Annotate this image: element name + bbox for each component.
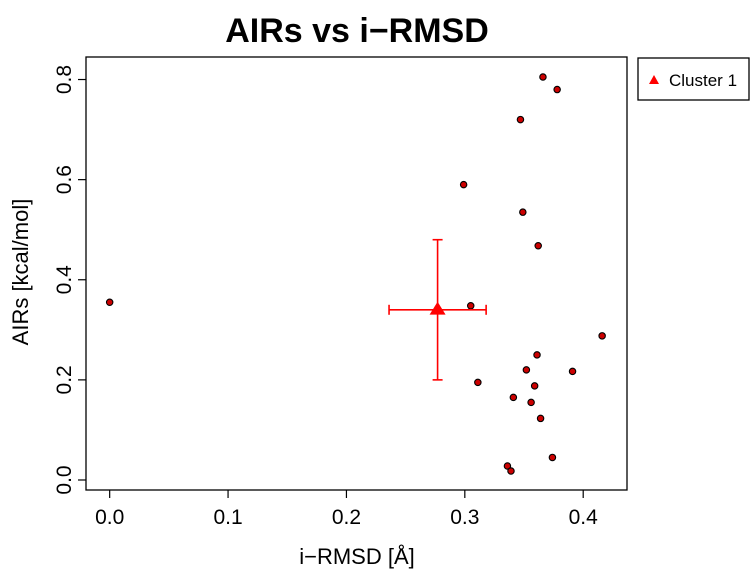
plot-frame bbox=[85, 56, 628, 491]
y-tick-label: 0.2 bbox=[53, 365, 76, 394]
x-tick-label: 0.1 bbox=[213, 506, 242, 529]
legend: Cluster 1 bbox=[637, 57, 750, 101]
x-axis-label: i−RMSD [Å] bbox=[299, 544, 415, 569]
legend-triangle-icon bbox=[649, 75, 659, 84]
cluster-centroid-triangle bbox=[429, 301, 446, 315]
data-point bbox=[105, 298, 114, 307]
data-point bbox=[466, 302, 475, 310]
data-point bbox=[459, 180, 468, 189]
data-point bbox=[509, 393, 518, 402]
data-point bbox=[533, 351, 541, 359]
data-point bbox=[536, 414, 545, 423]
data-point bbox=[553, 85, 561, 94]
data-point bbox=[474, 378, 482, 387]
y-tick-label: 0.6 bbox=[53, 165, 76, 194]
chart-title: AIRs vs i−RMSD bbox=[225, 12, 489, 50]
data-point bbox=[507, 467, 515, 475]
plot-area: 0.0 0.1 0.2 0.3 0.4 0.0 0.2 0.4 0.6 0.8 bbox=[53, 56, 628, 529]
x-tick-label: 0.2 bbox=[332, 506, 361, 529]
data-point bbox=[534, 241, 542, 250]
data-point bbox=[530, 382, 539, 390]
data-point bbox=[539, 73, 547, 81]
data-point bbox=[527, 398, 535, 407]
legend-label-cluster-1: Cluster 1 bbox=[669, 71, 737, 90]
legend-box bbox=[637, 57, 750, 101]
y-tick-label: 0.4 bbox=[53, 265, 76, 295]
y-tick-label: 0.8 bbox=[53, 65, 76, 94]
x-tick-label: 0.0 bbox=[95, 506, 124, 529]
x-tick-label: 0.4 bbox=[569, 506, 599, 529]
data-point bbox=[503, 462, 512, 470]
data-point bbox=[568, 367, 577, 376]
data-point bbox=[516, 115, 525, 124]
data-point bbox=[598, 332, 606, 340]
data-point bbox=[548, 453, 557, 462]
y-tick-label: 0.0 bbox=[53, 465, 76, 494]
data-point bbox=[522, 366, 531, 374]
y-axis-label: AIRs [kcal/mol] bbox=[8, 199, 33, 346]
data-point bbox=[519, 208, 527, 216]
x-tick-label: 0.3 bbox=[450, 506, 479, 529]
